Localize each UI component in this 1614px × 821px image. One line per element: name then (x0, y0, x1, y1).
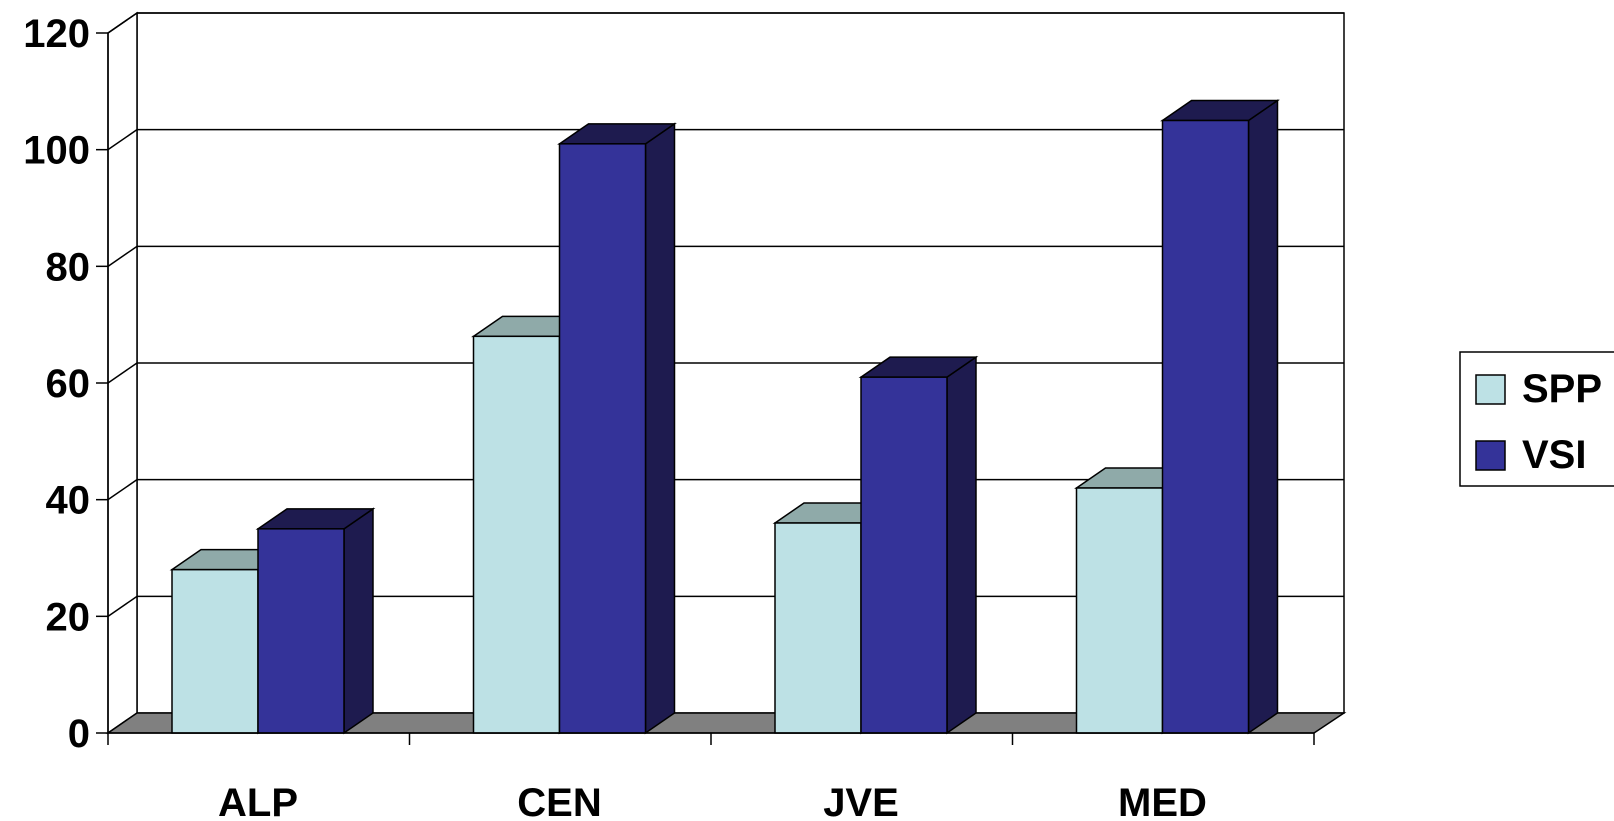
x-tick-label: JVE (823, 781, 899, 821)
bar-front-face (560, 144, 646, 733)
legend-label-spp: SPP (1522, 367, 1602, 411)
bar-front-face (861, 377, 947, 733)
y-tick-label: 80 (46, 245, 91, 289)
y-tick-label: 100 (23, 129, 90, 173)
bar-front-face (172, 570, 258, 733)
y-tick-label: 0 (68, 712, 90, 756)
y-tick-label: 60 (46, 362, 91, 406)
bar-vsi-jve (861, 357, 976, 733)
bar-vsi-med (1163, 101, 1278, 734)
bar-vsi-cen (560, 124, 675, 733)
bar-front-face (1077, 488, 1163, 733)
legend-swatch-spp (1476, 375, 1505, 404)
bar-front-face (258, 529, 344, 733)
bar-front-face (1163, 121, 1249, 734)
bar-side-face (646, 124, 675, 733)
x-tick-label: CEN (517, 781, 601, 821)
y-tick-label: 20 (46, 595, 91, 639)
bar-side-face (947, 357, 976, 733)
bar-front-face (775, 523, 861, 733)
y-tick-label: 40 (46, 479, 91, 523)
x-axis-tick-labels: ALP CEN JVE MED (218, 781, 1207, 821)
bar-front-face (474, 336, 560, 733)
bar-side-face (1249, 101, 1278, 734)
x-tick-label: ALP (218, 781, 298, 821)
legend-swatch-vsi (1476, 441, 1505, 470)
bar-vsi-alp (258, 509, 373, 733)
y-tick-label: 120 (23, 12, 90, 56)
x-tick-label: MED (1118, 781, 1207, 821)
bar-side-face (344, 509, 373, 733)
legend: SPP VSI (1460, 352, 1614, 486)
y-axis-tick-labels: 0 20 40 60 80 100 120 (23, 12, 90, 756)
legend-label-vsi: VSI (1522, 433, 1586, 477)
